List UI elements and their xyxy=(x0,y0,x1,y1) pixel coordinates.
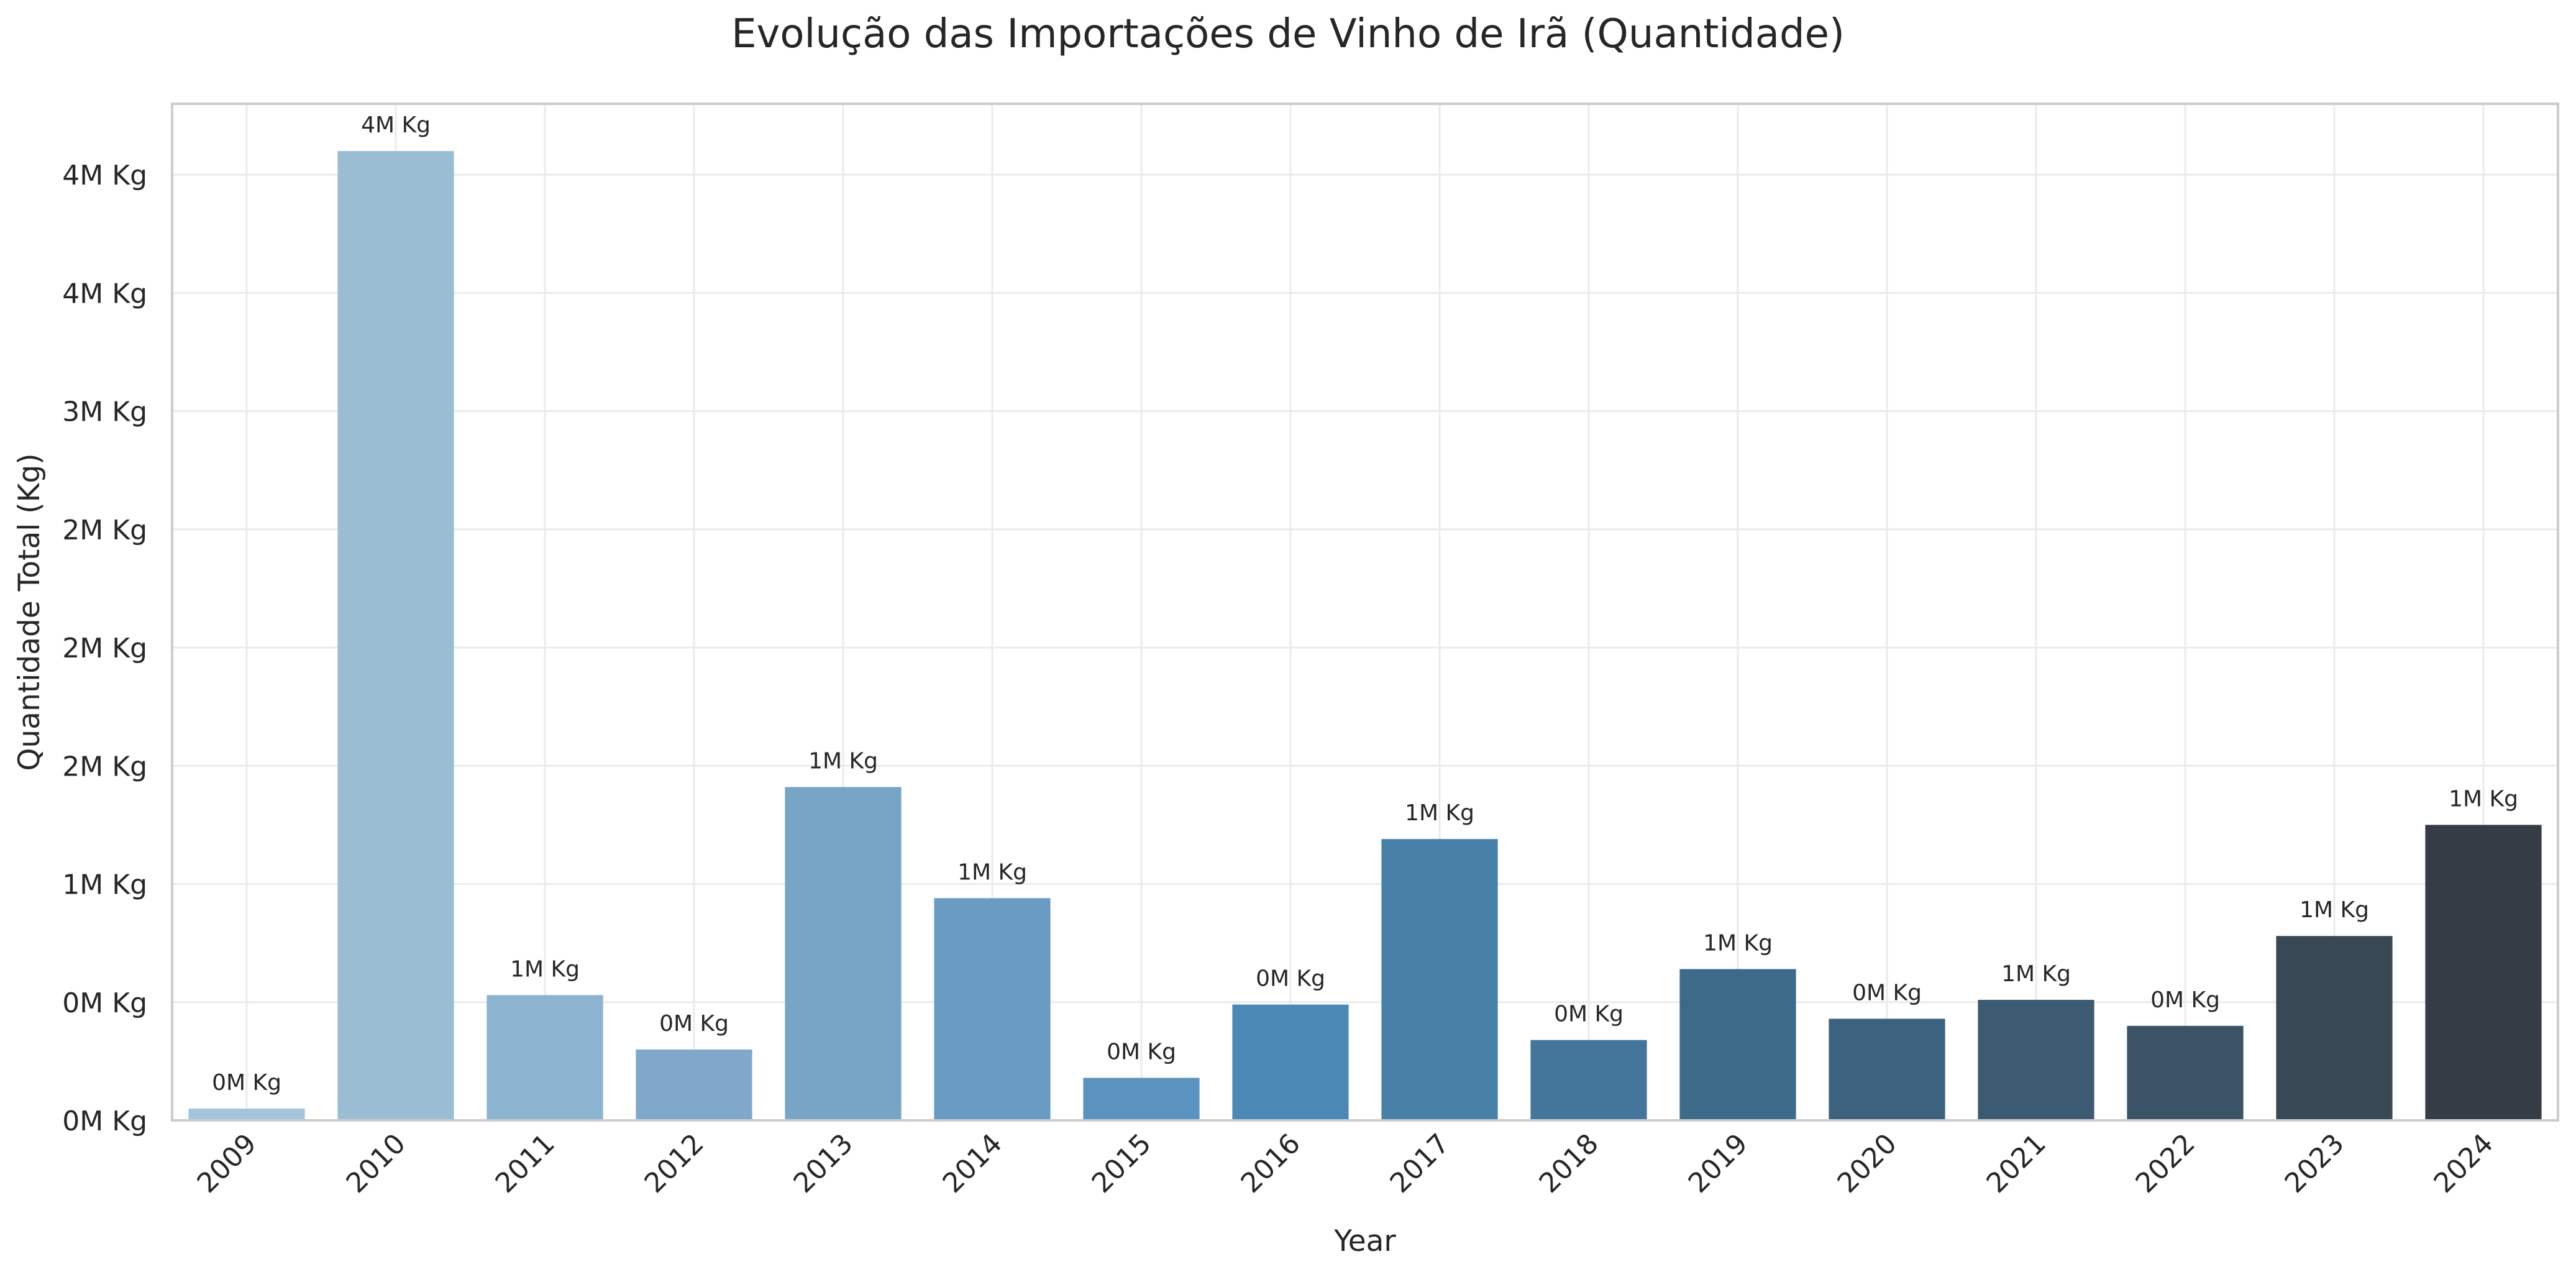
y-axis-label: Quantidade Total (Kg) xyxy=(12,453,47,771)
bar-2024 xyxy=(2425,825,2542,1120)
y-tick-label: 2M Kg xyxy=(62,515,147,546)
x-tick-label: 2014 xyxy=(937,1128,1008,1199)
plot-frame xyxy=(171,103,2559,1122)
data-labels: 0M Kg 4M Kg 1M Kg 0M Kg 1M Kg 1M Kg 0M Kg 0M Kg… xyxy=(212,112,2518,1096)
data-label: 0M Kg xyxy=(2150,987,2220,1013)
x-tick-label: 2016 xyxy=(1235,1128,1307,1199)
bar-2009 xyxy=(188,1108,305,1120)
bar-2010 xyxy=(337,151,454,1120)
x-tick-label: 2021 xyxy=(1981,1128,2052,1199)
x-axis-ticks: 2009 2010 2011 2012 2013 2014 2015 2016 2017 2018… xyxy=(191,1128,2500,1199)
bar-2012 xyxy=(636,1049,752,1120)
data-label: 0M Kg xyxy=(1256,966,1325,992)
bar-2015 xyxy=(1083,1078,1200,1120)
bar-2023 xyxy=(2276,936,2393,1120)
data-label: 1M Kg xyxy=(2449,786,2518,812)
bar-2021 xyxy=(1978,999,2094,1120)
y-tick-label: 1M Kg xyxy=(62,869,147,901)
bar-2020 xyxy=(1829,1018,1945,1120)
x-tick-label: 2013 xyxy=(788,1128,859,1199)
x-tick-label: 2017 xyxy=(1384,1128,1456,1199)
data-label: 1M Kg xyxy=(2001,961,2071,987)
data-label: 1M Kg xyxy=(1703,931,1773,956)
data-label: 1M Kg xyxy=(957,859,1027,885)
data-label: 0M Kg xyxy=(1852,980,1922,1005)
bar-2017 xyxy=(1381,839,1498,1120)
data-label: 0M Kg xyxy=(659,1011,729,1037)
data-label: 1M Kg xyxy=(808,749,878,774)
bar-2011 xyxy=(486,995,603,1120)
x-tick-label: 2020 xyxy=(1832,1128,1903,1199)
x-tick-label: 2015 xyxy=(1086,1128,1158,1199)
data-label: 1M Kg xyxy=(1405,800,1474,826)
data-label: 0M Kg xyxy=(212,1070,281,1096)
y-tick-label: 4M Kg xyxy=(62,160,147,191)
bar-2014 xyxy=(934,898,1051,1120)
x-tick-label: 2009 xyxy=(191,1128,263,1199)
chart-title: Evolução das Importações de Vinho de Irã… xyxy=(731,11,1845,57)
y-tick-label: 0M Kg xyxy=(62,1105,147,1137)
x-tick-label: 2023 xyxy=(2279,1128,2350,1199)
bar-2018 xyxy=(1530,1040,1647,1120)
data-label: 0M Kg xyxy=(1107,1040,1176,1065)
plot-background xyxy=(172,104,2558,1120)
bar-2016 xyxy=(1232,1004,1349,1120)
x-tick-label: 2012 xyxy=(639,1128,710,1199)
data-label: 0M Kg xyxy=(1554,1002,1624,1027)
x-tick-label: 2018 xyxy=(1533,1128,1605,1199)
y-tick-label: 2M Kg xyxy=(62,633,147,664)
y-tick-label: 2M Kg xyxy=(62,751,147,782)
y-axis-ticks: 0M Kg 0M Kg 1M Kg 2M Kg 2M Kg 2M Kg 3M Kg 4M Kg… xyxy=(62,160,147,1137)
x-tick-label: 2019 xyxy=(1683,1128,1754,1199)
bars xyxy=(188,151,2542,1120)
y-tick-label: 3M Kg xyxy=(62,396,147,428)
x-axis-label: Year xyxy=(1333,1224,1396,1258)
x-tick-label: 2022 xyxy=(2130,1128,2201,1199)
data-label: 1M Kg xyxy=(510,956,580,982)
bar-2013 xyxy=(785,787,902,1120)
x-tick-label: 2024 xyxy=(2428,1128,2500,1199)
x-tick-label: 2011 xyxy=(490,1128,561,1199)
x-tick-label: 2010 xyxy=(340,1128,412,1199)
y-tick-label: 0M Kg xyxy=(62,987,147,1019)
bar-2019 xyxy=(1679,969,1796,1120)
data-label: 4M Kg xyxy=(361,112,431,138)
data-label: 1M Kg xyxy=(2300,897,2369,923)
bar-2022 xyxy=(2127,1025,2244,1120)
y-tick-label: 4M Kg xyxy=(62,278,147,309)
